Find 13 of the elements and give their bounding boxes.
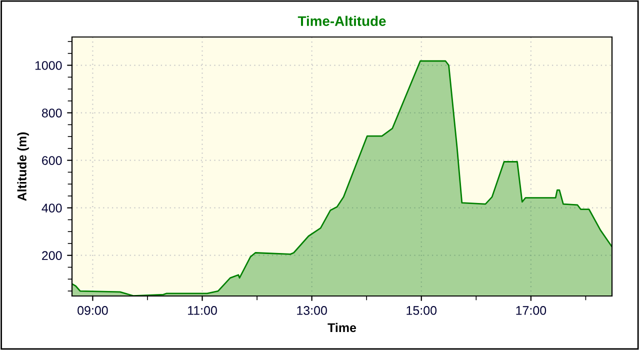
- x-tick-label: 17:00: [516, 306, 546, 315]
- x-tick-label: 13:00: [297, 306, 327, 315]
- x-tick-label: 15:00: [406, 306, 437, 315]
- y-tick-label: 600: [42, 156, 62, 165]
- y-tick-label: 800: [42, 108, 62, 118]
- chart-title: Time-Altitude: [298, 16, 386, 26]
- x-tick-label: 09:00: [78, 306, 108, 315]
- y-axis-title: Altitude (m): [17, 132, 29, 201]
- x-tick-label: 11:00: [188, 306, 217, 315]
- y-tick-label: 1000: [35, 61, 62, 70]
- y-tick-label: 400: [42, 204, 62, 212]
- y-tick-label: 200: [42, 251, 62, 260]
- x-axis-title: Time: [328, 322, 356, 332]
